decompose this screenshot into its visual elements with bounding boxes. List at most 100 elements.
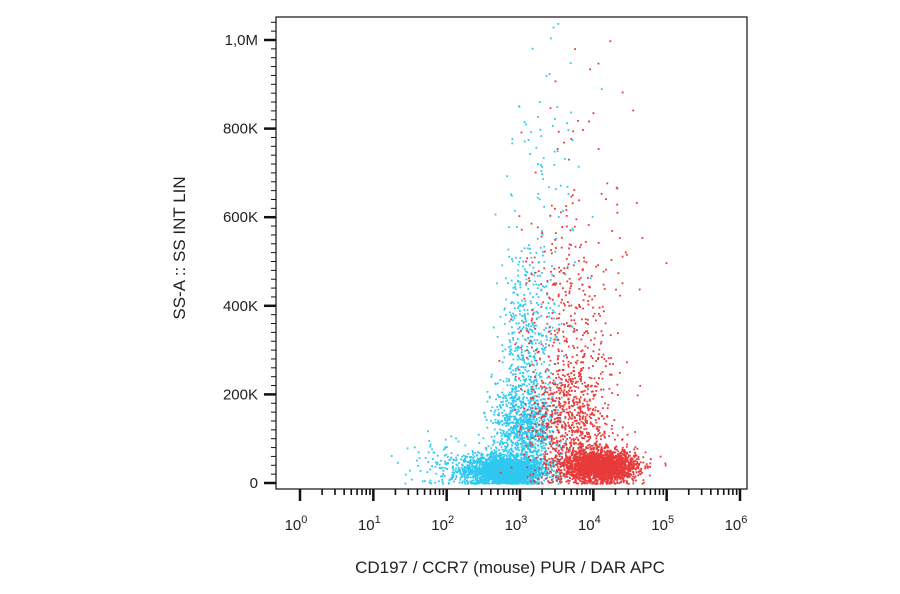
data-point <box>512 450 515 453</box>
data-point <box>528 473 531 475</box>
data-point <box>500 478 502 480</box>
data-point <box>471 479 474 482</box>
data-point <box>632 462 635 464</box>
data-point <box>526 391 529 394</box>
data-point <box>477 480 480 482</box>
data-point <box>549 337 552 339</box>
data-point <box>466 467 469 470</box>
data-point <box>540 469 543 472</box>
data-point <box>538 454 541 456</box>
data-point <box>564 273 567 276</box>
data-point <box>499 396 502 398</box>
data-point <box>421 480 424 483</box>
data-point <box>501 459 504 462</box>
data-point <box>549 307 552 309</box>
data-point <box>493 413 496 416</box>
data-point <box>461 476 464 478</box>
data-point <box>501 420 504 423</box>
data-point <box>561 410 564 412</box>
data-point <box>507 332 510 335</box>
data-point <box>556 462 559 465</box>
data-point <box>511 138 514 140</box>
data-point <box>500 471 503 474</box>
data-point <box>523 359 525 361</box>
data-point <box>451 478 453 480</box>
data-point <box>491 450 493 453</box>
data-point <box>478 482 481 484</box>
data-point <box>516 432 519 435</box>
data-point <box>520 454 523 457</box>
data-point <box>525 283 527 286</box>
data-point <box>490 419 492 422</box>
data-point <box>499 406 502 409</box>
data-point <box>511 470 513 473</box>
data-point <box>534 368 537 371</box>
data-point <box>524 482 526 485</box>
data-point <box>578 477 581 480</box>
data-point <box>498 423 500 426</box>
data-point <box>512 474 515 477</box>
data-point <box>534 406 537 409</box>
data-point <box>505 314 507 316</box>
data-point <box>449 458 452 461</box>
data-point <box>496 431 499 434</box>
data-point <box>529 408 532 411</box>
data-point <box>557 216 560 218</box>
data-point <box>535 399 538 402</box>
data-point <box>522 461 524 463</box>
data-point <box>508 460 511 463</box>
data-point <box>549 339 552 342</box>
data-point <box>542 461 545 463</box>
data-point <box>554 250 557 253</box>
data-point <box>511 260 514 263</box>
data-point <box>510 426 512 428</box>
data-point <box>532 323 534 326</box>
data-point <box>541 165 543 168</box>
data-point <box>543 431 546 433</box>
data-point <box>504 414 507 417</box>
data-point <box>505 298 508 301</box>
data-point <box>475 481 478 483</box>
data-point <box>491 459 494 462</box>
data-point <box>493 428 496 431</box>
data-point <box>495 452 497 455</box>
data-point <box>545 75 548 77</box>
data-point <box>531 461 534 463</box>
data-point <box>551 446 554 449</box>
data-point <box>513 314 515 317</box>
data-point <box>508 438 511 441</box>
data-point <box>508 449 511 451</box>
data-point <box>513 404 516 407</box>
data-point <box>543 401 546 404</box>
data-point <box>495 471 498 474</box>
data-point <box>520 481 523 484</box>
data-point <box>579 480 582 483</box>
data-point <box>528 465 530 467</box>
data-point <box>522 475 524 478</box>
data-point <box>533 476 535 478</box>
data-point <box>530 388 532 391</box>
data-point <box>529 300 532 303</box>
data-point <box>511 479 513 481</box>
data-point <box>541 173 544 175</box>
data-point <box>517 455 520 457</box>
data-point <box>544 343 547 345</box>
data-point <box>504 395 506 398</box>
data-point <box>517 469 519 472</box>
data-point <box>463 471 466 474</box>
data-point <box>493 440 496 443</box>
data-point <box>525 324 528 327</box>
data-point <box>481 479 484 481</box>
data-point <box>488 477 491 479</box>
data-point <box>473 474 476 477</box>
data-point <box>513 387 516 390</box>
data-point <box>467 466 470 469</box>
data-point <box>569 477 571 479</box>
data-point <box>526 434 529 437</box>
data-point <box>530 272 533 275</box>
data-point <box>540 428 543 431</box>
data-point <box>502 469 505 472</box>
data-point <box>538 471 541 474</box>
data-point <box>507 248 510 251</box>
data-point <box>507 418 510 421</box>
